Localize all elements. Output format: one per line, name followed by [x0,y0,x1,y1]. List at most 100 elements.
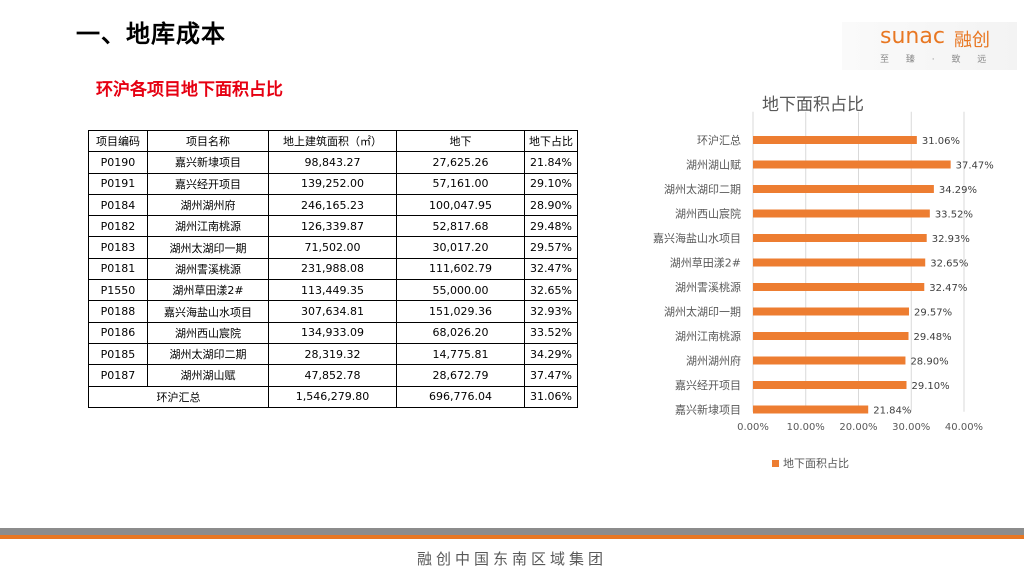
table-cell: 71,502.00 [268,236,397,259]
category-label: 湖州太湖印一期 [664,306,741,319]
category-label: 湖州湖州府 [686,354,741,368]
value-label: 34.29% [939,185,977,196]
bar [753,160,951,169]
table-cell: 32.47% [524,257,578,281]
col-name: 项目名称 [147,129,269,153]
table-cell: P0191 [88,172,148,195]
table-cell: 151,029.36 [396,300,525,323]
value-label: 32.47% [929,283,967,294]
table-cell: P0187 [88,364,148,387]
table-cell: 30,017.20 [396,236,525,259]
bar [753,332,909,340]
table-cell: 139,252.00 [268,172,397,195]
table-cell: 湖州江南桃源 [147,215,269,238]
table-cell: 68,026.20 [396,321,525,344]
table-header-row: 项目编码 项目名称 地上建筑面积（㎡） 地下 地下占比 [88,129,578,153]
table-cell: 32.65% [524,279,578,302]
bar-chart: 地下面积占比 环沪汇总湖州湖山赋湖州太湖印二期湖州西山宸院嘉兴海盐山水项目湖州草… [653,95,994,470]
table-cell: 47,852.78 [268,364,397,387]
table-cell: 231,988.08 [268,257,397,281]
table-cell: 湖州太湖印二期 [147,342,269,366]
col-code: 项目编码 [88,129,148,153]
value-label: 32.93% [932,234,970,245]
bar [753,185,934,193]
table-row: P0191 嘉兴经开项目 139,252.00 57,161.00 29.10% [88,172,578,195]
table-cell: 37.47% [524,364,578,387]
table-cell: P0185 [88,342,148,366]
table-cell: 28,319.32 [268,342,397,366]
table-cell: 113,449.35 [268,279,397,302]
table-cell: 307,634.81 [268,300,397,323]
bar [753,356,906,365]
table-cell: 111,602.79 [396,257,525,281]
table-cell: 52,817.68 [396,215,525,238]
x-tick-label: 20.00% [839,422,877,433]
legend-label: 地下面积占比 [783,456,849,470]
table-row: P0181 湖州霅溪桃源 231,988.08 111,602.79 32.47% [88,257,578,281]
bar [753,283,925,291]
category-label: 嘉兴经开项目 [675,378,741,392]
table-cell: 29.48% [524,215,578,238]
table-row: P0190 嘉兴新埭项目 98,843.27 27,625.26 21.84% [88,151,578,174]
category-label: 嘉兴新埭项目 [675,403,741,417]
category-label: 湖州江南桃源 [675,329,741,343]
bar [753,258,926,267]
table-cell: 28,672.79 [396,364,525,387]
total-label: 环沪汇总 [88,385,269,408]
bar [753,209,930,218]
chart-legend: 地下面积占比 [772,456,849,470]
value-label: 21.84% [873,406,911,417]
category-label: 环沪汇总 [697,133,741,147]
table-cell: P0186 [88,321,148,344]
total-cell: 31.06% [524,385,578,408]
bar [753,381,907,389]
table-row: P0188 嘉兴海盐山水项目 307,634.81 151,029.36 32.93% [88,300,578,323]
chart-value-labels: 31.06% 37.47% 34.29% 33.52% 32.93% 32.65% 32.4… [873,136,994,417]
table-cell: P0184 [88,193,148,217]
value-label: 31.06% [922,136,960,147]
col-below-ratio: 地下占比 [524,129,578,153]
table-cell: P0181 [88,257,148,281]
table-row: P1550 湖州草田漾2# 113,449.35 55,000.00 32.65% [88,279,578,302]
table-row: P0182 湖州江南桃源 126,339.87 52,817.68 29.48% [88,215,578,238]
bar [753,307,909,316]
table-cell: P0188 [88,300,148,323]
table-cell: 134,933.09 [268,321,397,344]
table-cell: 湖州湖州府 [147,193,269,217]
category-label: 嘉兴海盐山水项目 [653,231,741,245]
table-row: P0187 湖州湖山赋 47,852.78 28,672.79 37.47% [88,364,578,387]
page-title: 一、地库成本 [76,20,226,48]
table-cell: 嘉兴新埭项目 [147,151,269,174]
table-cell: 湖州草田漾2# [147,279,269,302]
table-cell: 34.29% [524,342,578,366]
table-row: P0183 湖州太湖印一期 71,502.00 30,017.20 29.57% [88,236,578,259]
chart-title: 地下面积占比 [762,95,864,115]
logo-brand-cn: 融创 [954,30,990,51]
chart-tick-labels: 0.00% 10.00% 20.00% 30.00% 40.00% [737,422,983,433]
category-label: 湖州湖山赋 [686,159,741,172]
value-label: 32.65% [930,259,968,270]
bar [753,136,917,144]
area-table: 项目编码 项目名称 地上建筑面积（㎡） 地下 地下占比 P0190 嘉兴新埭项目 9… [88,129,578,408]
category-label: 湖州霅溪桃源 [675,280,741,294]
logo-brand: sunac [880,24,945,49]
table-row: P0185 湖州太湖印二期 28,319.32 14,775.81 34.29% [88,342,578,366]
footer-text: 融创中国东南区域集团 [416,550,607,568]
table-cell: 57,161.00 [396,172,525,195]
bar [753,405,869,414]
legend-swatch [772,460,779,467]
table-cell: 32.93% [524,300,578,323]
table-cell: 21.84% [524,151,578,174]
table-cell: 98,843.27 [268,151,397,174]
table-cell: 14,775.81 [396,342,525,366]
value-label: 28.90% [910,357,948,368]
col-above-area: 地上建筑面积（㎡） [268,129,397,153]
table-row: P0186 湖州西山宸院 134,933.09 68,026.20 33.52% [88,321,578,344]
table-cell: 27,625.26 [396,151,525,174]
chart-bars [753,136,951,414]
x-tick-label: 10.00% [787,422,825,433]
value-label: 33.52% [935,210,973,221]
value-label: 37.47% [956,161,994,172]
table-row: P0184 湖州湖州府 246,165.23 100,047.95 28.90% [88,193,578,217]
